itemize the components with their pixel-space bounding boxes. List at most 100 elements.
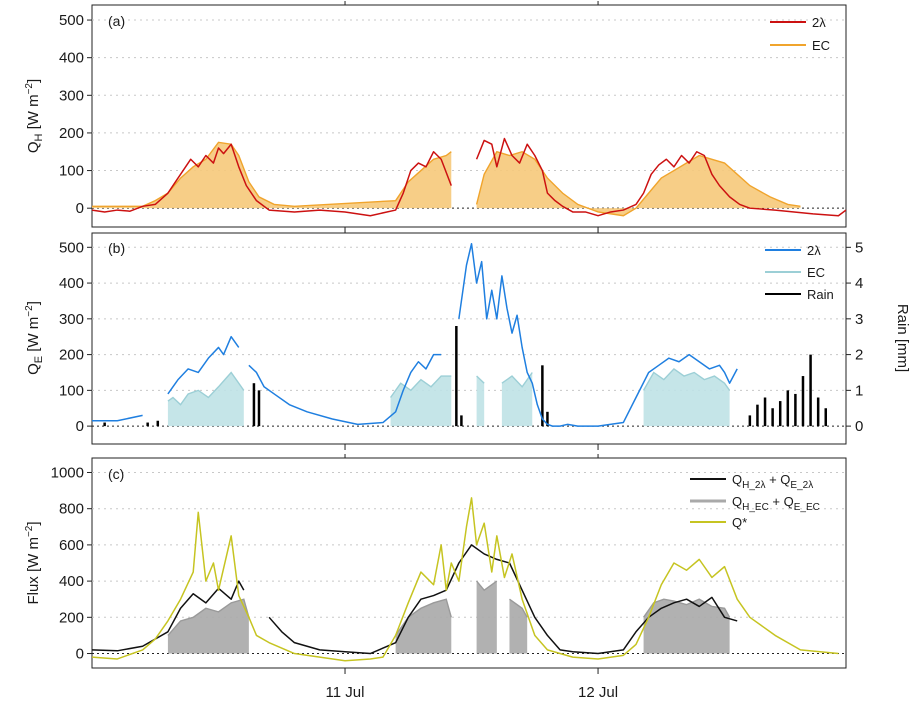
panel-c-y-title-unit-sup: −2 bbox=[24, 525, 35, 537]
b-y-tick-label: 300 bbox=[59, 311, 84, 328]
area-Q-H-EC-Q-E-EC bbox=[476, 581, 497, 654]
area-outline bbox=[509, 598, 528, 618]
panel-c-legend: QH_2λ + QE_2λ QH_EC + QE_EC Q* bbox=[690, 472, 820, 530]
b-plot-area bbox=[92, 242, 828, 427]
line-2- bbox=[475, 137, 846, 217]
a-y-tick-label: 100 bbox=[59, 163, 84, 180]
panel-b-y-axis-title: QE [W m−2] bbox=[24, 301, 45, 375]
panel-a-y-axis: 0 100 200 300 400 500 bbox=[59, 12, 92, 217]
rain-axis-tick-label: 2 bbox=[855, 347, 863, 364]
c-y-tick-label: 400 bbox=[59, 573, 84, 590]
a-y-tick-label: 500 bbox=[59, 12, 84, 29]
c-y-tick-label: 600 bbox=[59, 537, 84, 554]
panel-b-data bbox=[92, 242, 828, 427]
c-plot-area bbox=[92, 497, 839, 662]
area-outline bbox=[643, 598, 731, 618]
legend-label-ec: EC bbox=[807, 265, 825, 280]
area-outline bbox=[389, 375, 452, 398]
area-EC bbox=[390, 376, 452, 427]
panel-c-y-axis: 0 200 400 600 800 1000 bbox=[51, 464, 92, 663]
legend-label-rain: Rain bbox=[807, 287, 834, 302]
area-outline bbox=[476, 580, 498, 592]
panel-a-y-title-unit: [W m bbox=[25, 94, 42, 133]
legend-label-ec: EC bbox=[812, 38, 830, 53]
area-Q-H-EC-Q-E-EC bbox=[509, 599, 528, 654]
area-outline bbox=[501, 372, 533, 388]
area-outline bbox=[642, 367, 731, 391]
legend-label-2lambda: 2λ bbox=[807, 243, 821, 258]
c-y-tick-label: 200 bbox=[59, 609, 84, 626]
panel-a-y-title-unit-end: ] bbox=[25, 79, 42, 83]
area-outline bbox=[167, 598, 250, 636]
rain-axis-tick-label: 5 bbox=[855, 239, 863, 256]
area-outline bbox=[167, 371, 245, 406]
panel-b-rain-axis-title: Rain [mm] bbox=[894, 304, 911, 372]
b-y-tick-label: 100 bbox=[59, 382, 84, 399]
line-2- bbox=[167, 335, 240, 395]
panel-c-y-title-unit-end: ] bbox=[25, 521, 42, 525]
panel-a-y-axis-title: QH [W m−2] bbox=[24, 79, 45, 153]
line-2- bbox=[248, 353, 442, 426]
panel-c-y-title-main: Flux bbox=[25, 576, 42, 605]
legend-label-sum-ec: QH_EC + QE_EC bbox=[732, 494, 820, 513]
panel-b-y-title-sub: E bbox=[33, 356, 45, 363]
legend-label-2lambda: 2λ bbox=[812, 15, 826, 30]
area-EC bbox=[643, 368, 730, 427]
panel-b-rain-axis: 0 1 2 3 4 5 bbox=[846, 239, 863, 435]
area-EC bbox=[92, 142, 452, 209]
a-y-tick-label: 400 bbox=[59, 50, 84, 67]
a-plot-area bbox=[92, 137, 846, 217]
panel-b-y-title-unit-end: ] bbox=[25, 301, 42, 305]
panel-c-label: (c) bbox=[108, 466, 124, 482]
rain-axis-tick-label: 0 bbox=[855, 418, 863, 435]
panel-c-y-title-unit: [W m bbox=[25, 537, 42, 576]
b-y-tick-label: 400 bbox=[59, 275, 84, 292]
line-Q-H-2-Q-E-2- bbox=[92, 580, 245, 652]
b-y-tick-label: 200 bbox=[59, 347, 84, 364]
panel-a-legend: 2λ EC bbox=[770, 15, 830, 53]
rain-axis-tick-label: 3 bbox=[855, 311, 863, 328]
c-y-tick-label: 1000 bbox=[51, 464, 84, 481]
area-outline bbox=[92, 141, 452, 208]
panel-c-x-axis bbox=[344, 454, 599, 674]
panel-a-y-title-main: Q bbox=[25, 142, 42, 154]
panel-a-sensible-heat: 0 100 200 300 400 500 (a) QH [W m−2] 2λ EC bbox=[24, 1, 847, 233]
line-2- bbox=[92, 414, 143, 422]
panel-a-label: (a) bbox=[108, 13, 125, 29]
panel-a-y-title-sub: H bbox=[33, 134, 45, 142]
area-Q-H-EC-Q-E-EC bbox=[167, 599, 249, 654]
panel-b-legend: 2λ EC Rain bbox=[765, 243, 834, 302]
line-2- bbox=[458, 242, 738, 427]
x-tick-label-11-jul: 11 Jul bbox=[326, 684, 365, 701]
x-tick-label-12-jul: 12 Jul bbox=[578, 684, 618, 701]
a-y-tick-label: 0 bbox=[76, 200, 84, 217]
panel-b-label: (b) bbox=[108, 240, 125, 256]
line-2- bbox=[92, 143, 452, 217]
area-outline bbox=[475, 150, 801, 217]
panel-c-data bbox=[92, 497, 839, 662]
panel-b-y-title-main: Q bbox=[25, 363, 42, 375]
a-y-tick-label: 300 bbox=[59, 87, 84, 104]
area-EC bbox=[476, 151, 801, 216]
panel-b-y-title-unit: [W m bbox=[25, 317, 42, 356]
panel-c-y-axis-title: Flux [W m−2] bbox=[24, 521, 42, 604]
panel-b-latent-heat: 0 100 200 300 400 500 0 1 2 3 4 5 (b) QE [W m−2] R… bbox=[24, 229, 911, 450]
area-EC bbox=[476, 376, 485, 427]
area-Q-H-EC-Q-E-EC bbox=[643, 599, 730, 654]
b-y-tick-label: 0 bbox=[76, 418, 84, 435]
rain-axis-tick-label: 4 bbox=[855, 275, 863, 292]
a-y-tick-label: 200 bbox=[59, 125, 84, 142]
c-y-tick-label: 0 bbox=[76, 646, 84, 663]
panel-a-data bbox=[92, 137, 846, 217]
c-y-tick-label: 800 bbox=[59, 501, 84, 518]
b-y-tick-label: 500 bbox=[59, 239, 84, 256]
area-Q-H-EC-Q-E-EC bbox=[395, 599, 452, 654]
panel-a-y-title-unit-sup: −2 bbox=[24, 83, 35, 95]
legend-label-sum-2lambda: QH_2λ + QE_2λ bbox=[732, 472, 813, 491]
panel-b-y-axis: 0 100 200 300 400 500 bbox=[59, 239, 92, 435]
panel-c-total-flux: 0 200 400 600 800 1000 (c) Flux [W m−2] QH_2λ… bbox=[24, 454, 847, 674]
area-EC bbox=[167, 372, 244, 427]
area-EC bbox=[501, 372, 533, 427]
legend-label-qstar: Q* bbox=[732, 515, 747, 530]
